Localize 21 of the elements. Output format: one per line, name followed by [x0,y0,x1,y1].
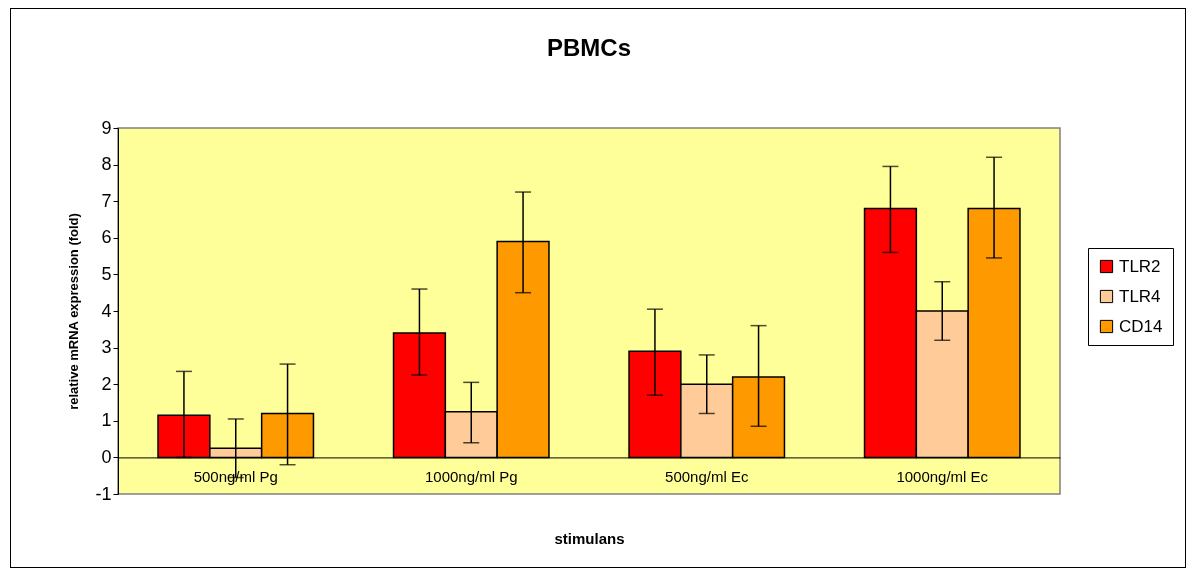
x-tick-label: 1000ng/ml Ec [896,467,989,485]
y-tick-label: 8 [101,154,112,175]
chart-title: PBMCs [546,34,632,61]
y-tick-label: 7 [101,190,112,211]
y-tick-label: 5 [101,263,112,284]
legend-label: TLR2 [1119,256,1161,276]
y-tick-label: 4 [101,300,112,321]
y-tick-label: 6 [101,227,112,248]
x-tick-label: 1000ng/ml Pg [424,467,518,485]
y-tick-label: 2 [101,373,112,394]
legend-label: CD14 [1119,316,1163,336]
x-tick-label: 500ng/ml Ec [665,467,749,485]
x-axis-title: stimulans [554,529,625,547]
x-tick-label: 500ng/ml Pg [193,467,278,485]
y-tick-label: 0 [101,446,112,467]
legend-label: TLR4 [1119,286,1161,306]
y-tick-label: 3 [101,337,112,358]
y-tick-label: 9 [101,117,112,138]
y-tick-label: 1 [101,410,112,431]
y-tick-label: -1 [95,483,112,504]
y-axis-title: relative mRNA expression (fold) [66,213,82,410]
